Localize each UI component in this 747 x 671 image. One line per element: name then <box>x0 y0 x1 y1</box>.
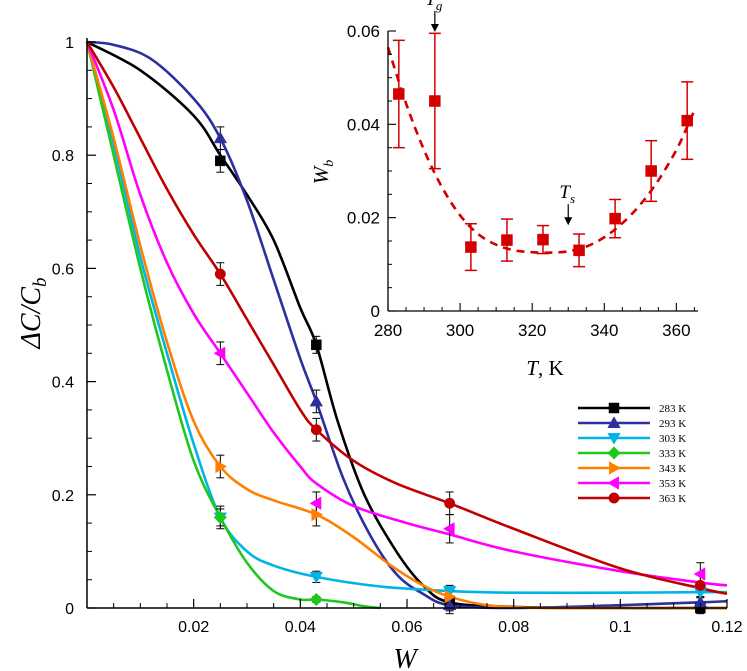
data-point-1-1 <box>309 394 324 407</box>
annotation-arrow-icon <box>430 24 439 32</box>
legend-marker <box>607 433 621 445</box>
data-point-6-3 <box>694 579 706 591</box>
main-x-tick-label: 0.12 <box>711 619 742 636</box>
data-point-4-2 <box>444 589 457 604</box>
legend-label: 353 K <box>659 478 686 490</box>
data-point-5-1 <box>309 496 322 510</box>
legend-label: 343 K <box>659 463 686 475</box>
data-point-4-0 <box>215 459 228 474</box>
data-point-0-0 <box>215 155 226 167</box>
inset-data-point-2 <box>465 241 477 253</box>
inset-x-axis-title-main: T <box>526 356 539 380</box>
inset-x-tick-label: 340 <box>590 321 618 340</box>
data-point-5-2 <box>442 522 455 536</box>
inset-ticks: 280 300 320 340 360 0 0.02 0.04 0.06 <box>347 22 695 340</box>
main-x-tick-label: 0.02 <box>178 619 209 636</box>
inset-data-point-4 <box>537 233 549 246</box>
inset-fit-line <box>386 46 696 255</box>
data-point-5-3 <box>693 567 706 581</box>
inset-x-tick-label: 320 <box>518 321 546 340</box>
legend-marker <box>608 492 620 504</box>
legend-marker <box>609 461 621 475</box>
inset-y-axis-title-main: W <box>309 164 333 184</box>
inset-x-axis-title-unit: , K <box>538 356 564 380</box>
legend-marker <box>607 476 619 490</box>
inset-y-tick-label: 0 <box>371 302 380 321</box>
legend-label: 283 K <box>659 403 686 415</box>
legend-marker <box>608 402 620 414</box>
legend: 283 K 293 K 303 K 333 K 343 K 353 K 363 K <box>578 402 686 505</box>
annotation-main: T <box>425 0 437 10</box>
series-line-2 <box>85 41 728 595</box>
data-point-4-1 <box>311 507 324 522</box>
legend-label: 293 K <box>659 418 686 430</box>
inset-y-tick-label: 0.02 <box>347 209 380 228</box>
legend-label: 303 K <box>659 433 686 445</box>
main-markers <box>213 131 708 614</box>
inset-fit-curve <box>386 46 696 255</box>
main-y-tick-label: 0.6 <box>52 261 74 278</box>
data-point-6-1 <box>310 424 322 436</box>
data-point-0-1 <box>311 339 322 351</box>
inset-y-axis-title: Wb <box>309 160 337 185</box>
annotation-main: T <box>559 182 571 203</box>
inset-data-point-7 <box>645 165 657 177</box>
inset-data-point-8 <box>681 114 693 127</box>
annotation-label-g: Tg <box>425 0 443 13</box>
annotation-sub: g <box>436 0 443 13</box>
annotation-sub: s <box>570 191 575 206</box>
main-y-axis-title-sub: b <box>30 277 51 287</box>
annotation-label-s: Ts <box>559 182 575 206</box>
inset-markers <box>393 88 693 257</box>
main-x-axis-title: W <box>393 644 419 671</box>
main-y-axis-title: ΔC/Cb <box>16 277 51 349</box>
data-point-2-1 <box>309 571 324 584</box>
data-point-1-2 <box>442 598 457 611</box>
data-point-6-0 <box>214 268 226 280</box>
series-line-5 <box>85 41 728 587</box>
main-ticks: 0.02 0.04 0.06 0.08 0.1 0.12 0 0.2 0.4 0.6 0.8 1 <box>52 35 743 636</box>
inset-x-axis-title: T, K <box>526 356 563 380</box>
inset-y-tick-label: 0.04 <box>347 115 380 134</box>
main-y-tick-label: 0.2 <box>52 488 74 505</box>
legend-marker <box>607 446 621 460</box>
annotation-arrow-icon <box>564 217 573 226</box>
inset-data-point-6 <box>609 212 621 225</box>
data-point-1-0 <box>213 131 228 144</box>
main-x-tick-label: 0.1 <box>609 619 631 636</box>
inset-data-point-3 <box>501 234 513 246</box>
main-y-axis-title-main: ΔC/C <box>16 287 47 350</box>
data-point-3-0 <box>213 510 227 525</box>
inset-x-tick-label: 360 <box>662 321 690 340</box>
inset-annotations: TgTs <box>425 0 575 226</box>
legend-label: 333 K <box>659 448 686 460</box>
inset-x-tick-label: 280 <box>374 321 402 340</box>
main-y-tick-label: 0.8 <box>52 148 74 165</box>
inset-data-point-5 <box>573 244 585 257</box>
legend-marker <box>607 416 621 428</box>
inset-y-axis-title-sub: b <box>322 160 337 167</box>
series-line-4 <box>85 41 727 610</box>
inset-data-point-1 <box>429 95 441 107</box>
legend-label: 363 K <box>659 493 686 505</box>
main-y-tick-label: 1 <box>65 35 74 52</box>
inset-y-tick-label: 0.06 <box>347 22 380 41</box>
data-point-5-0 <box>213 346 226 360</box>
main-curves <box>85 40 728 610</box>
inset-x-tick-label: 300 <box>446 321 474 340</box>
main-y-tick-label: 0 <box>65 601 74 618</box>
main-y-tick-label: 0.4 <box>52 375 74 392</box>
data-point-6-2 <box>444 497 456 509</box>
data-point-3-1 <box>309 592 323 607</box>
inset-data-point-0 <box>393 88 405 100</box>
series-line-6 <box>85 41 728 596</box>
series-line-3 <box>85 41 381 610</box>
main-x-tick-label: 0.04 <box>285 619 316 636</box>
main-x-tick-label: 0.08 <box>498 619 529 636</box>
main-x-tick-label: 0.06 <box>391 619 422 636</box>
